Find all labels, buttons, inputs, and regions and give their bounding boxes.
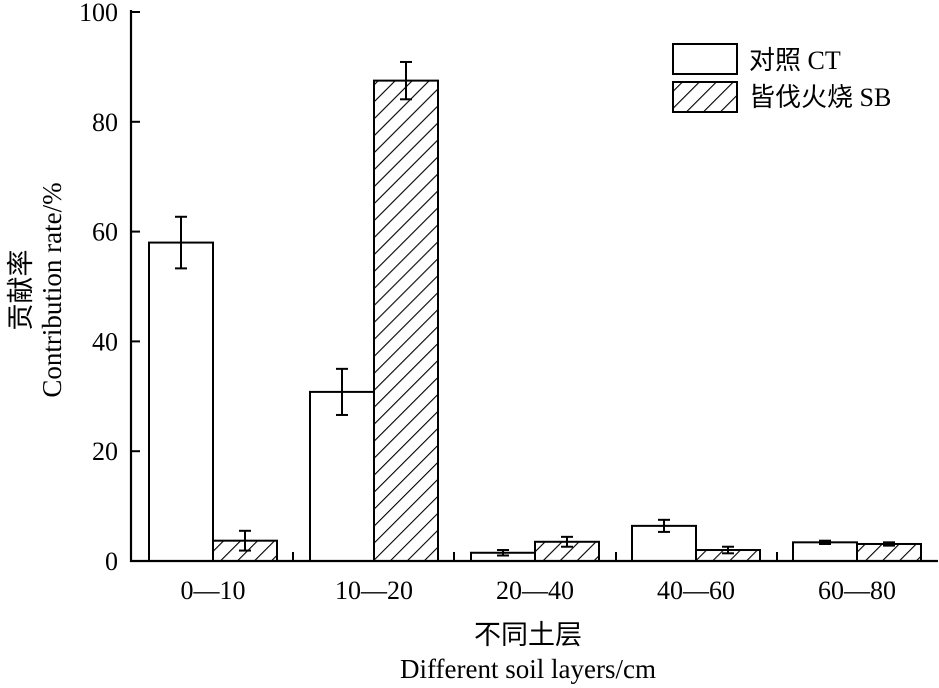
x-tick-label-1: 10—20 <box>335 576 413 605</box>
y-axis-title-en: Contribution rate/% <box>37 182 67 397</box>
bar-ct-1 <box>309 390 375 562</box>
y-tick-label-0: 0 <box>105 547 118 576</box>
y-tick-label-40: 40 <box>92 327 118 356</box>
bar-sb-1 <box>373 79 439 562</box>
y-tick-label-80: 80 <box>92 108 118 137</box>
y-tick-label-20: 20 <box>92 437 118 466</box>
x-axis-title-cn: 不同土层 <box>474 620 582 650</box>
legend-label-ct: 对照 CT <box>749 46 841 75</box>
y-tick-label-60: 60 <box>92 218 118 247</box>
legend-label-sb: 皆伐火烧 SB <box>749 83 891 112</box>
x-tick-label-2: 20—40 <box>496 576 574 605</box>
legend-swatch-ct <box>672 43 738 75</box>
axes: 0 20 40 60 80 100 0—10 10—20 20—40 40—60 60—80 <box>79 0 938 605</box>
x-tick-label-0: 0—10 <box>181 576 246 605</box>
x-tick-label-3: 40—60 <box>657 576 735 605</box>
x-tick-label-4: 60—80 <box>818 576 896 605</box>
legend: 对照 CT 皆伐火烧 SB <box>672 43 891 113</box>
legend-swatch-sb <box>672 81 738 113</box>
bar-ct-4 <box>792 541 858 562</box>
x-axis-title-en: Different soil layers/cm <box>400 654 656 684</box>
bar-ct-0 <box>148 241 214 563</box>
y-axis-title-cn: 贡献率 <box>6 250 36 331</box>
plot-area <box>148 60 922 563</box>
y-tick-label-100: 100 <box>79 0 118 27</box>
